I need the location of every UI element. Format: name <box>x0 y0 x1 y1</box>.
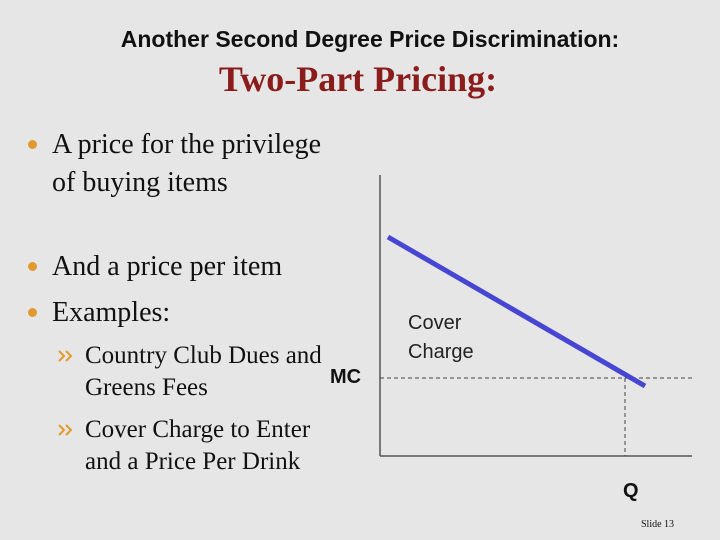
bullet-text: And a price per item <box>52 251 283 282</box>
bullet: A price for the privilege of buying item… <box>28 126 322 202</box>
cover-label: Cover Charge <box>408 312 474 363</box>
bullet-text: Examples: <box>52 297 171 328</box>
q-label: Q <box>623 480 639 502</box>
sub-bullet-text: Country Club Dues and Greens Fees <box>85 342 322 401</box>
slide-title: Two-Part Pricing: <box>218 59 498 99</box>
bullet: Examples: <box>28 294 322 332</box>
chevron <box>58 424 73 436</box>
slide-number: Slide 13 <box>641 519 675 530</box>
demand-line <box>386 234 647 389</box>
slide-subtitle: Another Second Degree Price Discriminati… <box>120 26 620 52</box>
bullet-text: A price for the privilege of buying item… <box>52 129 322 198</box>
sub-bullet: Cover Charge to Enter and a Price Per Dr… <box>58 414 330 478</box>
bullet-dot <box>28 308 37 317</box>
bullet-dot <box>28 140 37 149</box>
sub-bullet-text: Cover Charge to Enter and a Price Per Dr… <box>85 416 311 475</box>
bullet: And a price per item <box>28 248 352 286</box>
sub-bullet: Country Club Dues and Greens Fees <box>58 340 325 404</box>
bullet-dot <box>28 262 37 271</box>
mc-label: MC <box>330 366 362 388</box>
chevron <box>58 350 73 362</box>
